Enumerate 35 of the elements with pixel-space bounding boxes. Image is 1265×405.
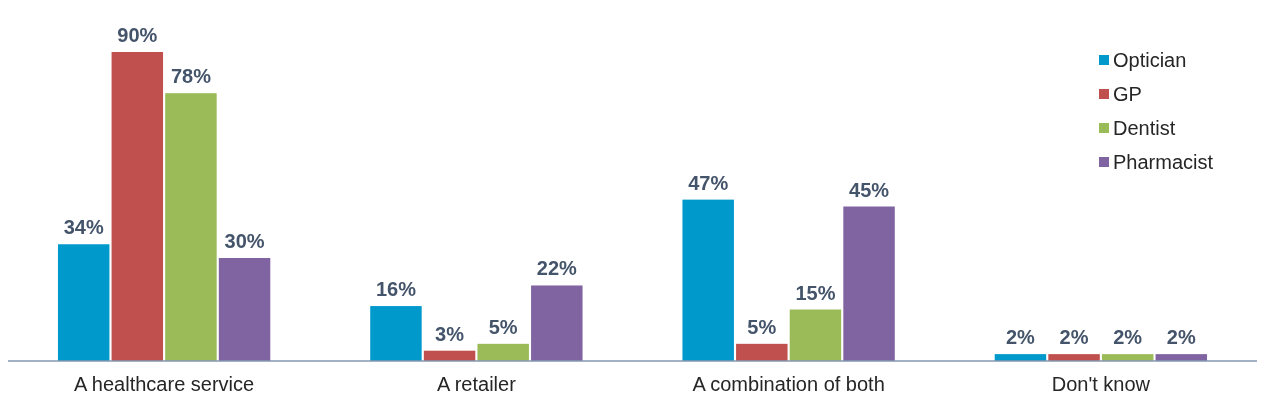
x-tick-label: A combination of both: [692, 373, 885, 395]
x-tick-label: A healthcare service: [74, 373, 255, 395]
data-label: 2%: [1113, 326, 1143, 349]
legend-label: Optician: [1113, 49, 1187, 71]
data-label: 2%: [1005, 326, 1036, 349]
data-label: 15%: [795, 281, 836, 304]
data-label: 47%: [688, 171, 729, 194]
data-label: 5%: [488, 315, 518, 338]
legend-label: GP: [1113, 83, 1142, 105]
bar: [843, 206, 895, 361]
data-label: 78%: [170, 65, 212, 88]
data-label: 30%: [224, 230, 265, 252]
x-tick-label: Don't know: [1051, 373, 1151, 395]
data-label: 22%: [536, 257, 578, 280]
data-label: 2%: [1059, 326, 1089, 349]
bar: [477, 343, 529, 361]
bar: [736, 343, 788, 361]
data-label: 90%: [117, 24, 158, 46]
x-tick-label: A retailer: [436, 373, 517, 395]
data-label: 34%: [63, 216, 104, 239]
bar: [789, 309, 842, 361]
bar: [165, 93, 217, 361]
data-label: 5%: [747, 315, 777, 338]
bar: [370, 306, 422, 361]
bar: [218, 258, 271, 361]
bar: [682, 199, 734, 361]
legend-label: Pharmacist: [1113, 151, 1214, 173]
legend-label: Dentist: [1113, 117, 1176, 139]
bar: [111, 52, 164, 361]
data-label: 45%: [849, 178, 890, 201]
data-label: 3%: [435, 322, 465, 345]
data-label: 2%: [1166, 326, 1196, 349]
bar: [531, 285, 583, 361]
data-label: 16%: [375, 278, 417, 301]
bar: [57, 244, 110, 361]
